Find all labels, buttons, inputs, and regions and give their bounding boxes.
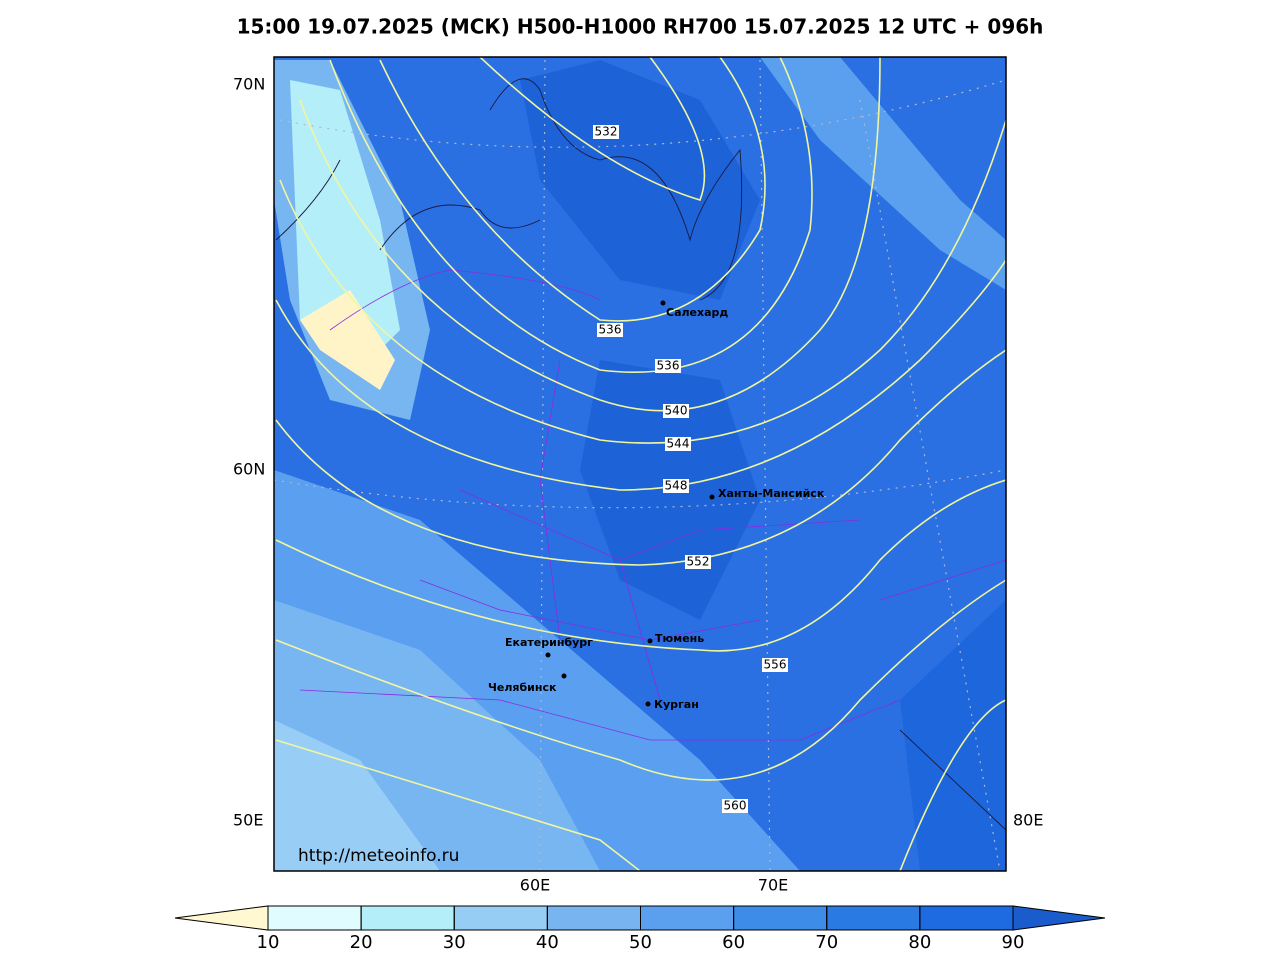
contour-label: 544 bbox=[667, 437, 690, 451]
colorbar-segment bbox=[919, 905, 1014, 931]
city-label: Екатеринбург bbox=[505, 636, 593, 649]
contour-label-bg bbox=[722, 799, 748, 813]
city-dot bbox=[709, 494, 715, 500]
city-dot bbox=[545, 652, 551, 658]
contour-label-bg bbox=[762, 658, 788, 672]
colorbar-segment bbox=[546, 905, 641, 931]
contour-label: 536 bbox=[657, 359, 680, 373]
colorbar-tick-label: 60 bbox=[722, 932, 745, 953]
contour-label: 536 bbox=[599, 323, 622, 337]
contour-label-bg bbox=[685, 555, 711, 569]
contour-label-bg bbox=[663, 479, 689, 493]
colorbar-segment bbox=[826, 905, 921, 931]
lat-label: 70N bbox=[233, 75, 265, 94]
colorbar-segment bbox=[267, 905, 362, 931]
city-label: Ханты-Мансийск bbox=[718, 487, 825, 500]
colorbar-extend-high bbox=[1012, 905, 1106, 931]
contour-label-bg bbox=[655, 359, 681, 373]
lon-label: 70E bbox=[758, 876, 788, 895]
colorbar-segment bbox=[733, 905, 828, 931]
contour-label: 560 bbox=[724, 799, 747, 813]
lat-label: 50E bbox=[233, 811, 263, 830]
contour-label-bg bbox=[593, 125, 619, 139]
city-label: Курган bbox=[654, 698, 699, 711]
colorbar-tick-label: 70 bbox=[815, 932, 838, 953]
colorbar-tick-label: 10 bbox=[257, 932, 280, 953]
contour-label-bg bbox=[665, 437, 691, 451]
lat-label: 60N bbox=[233, 460, 265, 479]
colorbar-tick-label: 80 bbox=[908, 932, 931, 953]
contour-label-bg bbox=[597, 323, 623, 337]
colorbar-segment bbox=[360, 905, 455, 931]
contour-label: 532 bbox=[595, 125, 618, 139]
lon-label: 60E bbox=[520, 876, 550, 895]
contour-label: 548 bbox=[665, 479, 688, 493]
city-label: Салехард bbox=[666, 306, 728, 319]
title: 15:00 19.07.2025 (МСК) H500-H1000 RH700 … bbox=[237, 15, 1044, 39]
colorbar-segment bbox=[640, 905, 735, 931]
city-label: Тюмень bbox=[655, 632, 704, 645]
colorbar-tick-label: 50 bbox=[629, 932, 652, 953]
contour-label: 556 bbox=[764, 658, 787, 672]
city-dot bbox=[645, 701, 651, 707]
map-area bbox=[274, 57, 1006, 871]
city-label: Челябинск bbox=[488, 681, 557, 694]
contour-label: 540 bbox=[665, 404, 688, 418]
city-dot bbox=[561, 673, 567, 679]
contour-label: 552 bbox=[687, 555, 710, 569]
contour-label-bg bbox=[663, 404, 689, 418]
colorbar-tick-label: 40 bbox=[536, 932, 559, 953]
colorbar-segment bbox=[453, 905, 548, 931]
colorbar-extend-low bbox=[174, 905, 269, 931]
city-dot bbox=[660, 300, 666, 306]
source-url: http://meteoinfo.ru bbox=[298, 846, 459, 866]
lon-label: 80E bbox=[1013, 811, 1043, 830]
colorbar-tick-label: 30 bbox=[443, 932, 466, 953]
map-frame bbox=[273, 56, 1007, 872]
city-dot bbox=[647, 638, 653, 644]
colorbar-tick-label: 90 bbox=[1002, 932, 1025, 953]
colorbar-tick-label: 20 bbox=[350, 932, 373, 953]
